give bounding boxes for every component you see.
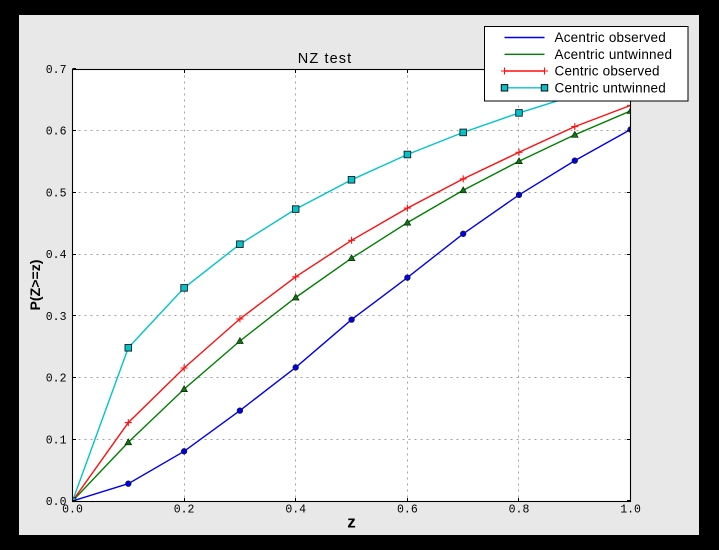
svg-text:0.2: 0.2 xyxy=(174,504,195,517)
svg-text:0.7: 0.7 xyxy=(46,64,67,77)
svg-text:0.3: 0.3 xyxy=(46,311,67,324)
svg-text:0.6: 0.6 xyxy=(46,126,67,139)
svg-text:1.0: 1.0 xyxy=(620,504,641,517)
svg-text:0.4: 0.4 xyxy=(285,504,306,517)
svg-text:0.0: 0.0 xyxy=(46,496,67,509)
svg-text:0.8: 0.8 xyxy=(509,504,530,517)
svg-text:0.4: 0.4 xyxy=(46,249,67,262)
svg-text:Acentric observed: Acentric observed xyxy=(555,30,666,45)
svg-text:NZ test: NZ test xyxy=(298,51,352,67)
svg-text:Centric untwinned: Centric untwinned xyxy=(555,80,666,95)
svg-text:0.1: 0.1 xyxy=(46,434,67,447)
svg-text:P(Z>=z): P(Z>=z) xyxy=(27,260,43,311)
svg-text:Acentric untwinned: Acentric untwinned xyxy=(555,47,673,62)
svg-text:0.2: 0.2 xyxy=(46,373,67,386)
svg-text:0.5: 0.5 xyxy=(46,187,67,200)
svg-text:Centric observed: Centric observed xyxy=(555,64,660,79)
svg-text:0.6: 0.6 xyxy=(397,504,418,517)
svg-text:0.0: 0.0 xyxy=(62,504,83,517)
svg-text:z: z xyxy=(347,513,356,532)
